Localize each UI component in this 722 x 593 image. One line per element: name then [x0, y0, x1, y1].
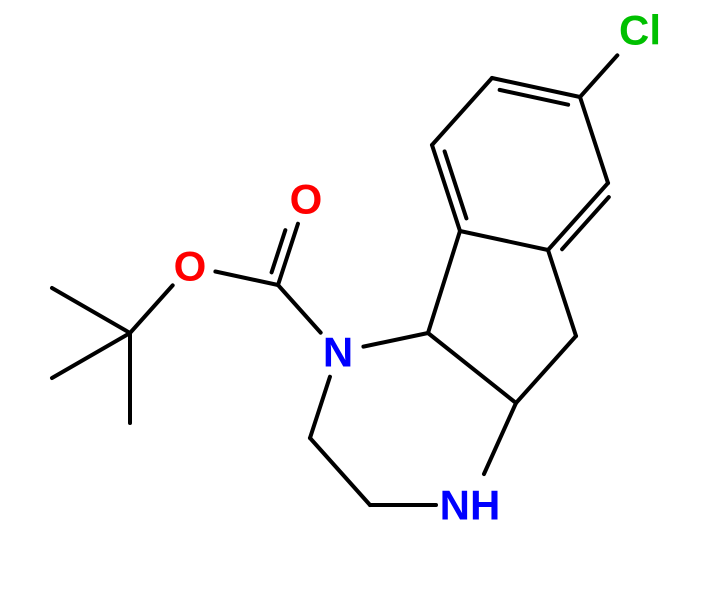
atom-N: N [323, 329, 353, 376]
atom-O1: O [290, 176, 323, 223]
atom-Cl: Cl [619, 7, 661, 54]
molecule-canvas: Cl NH N O O [0, 0, 722, 593]
atom-NH: NH [440, 482, 501, 529]
atom-O2: O [174, 243, 207, 290]
